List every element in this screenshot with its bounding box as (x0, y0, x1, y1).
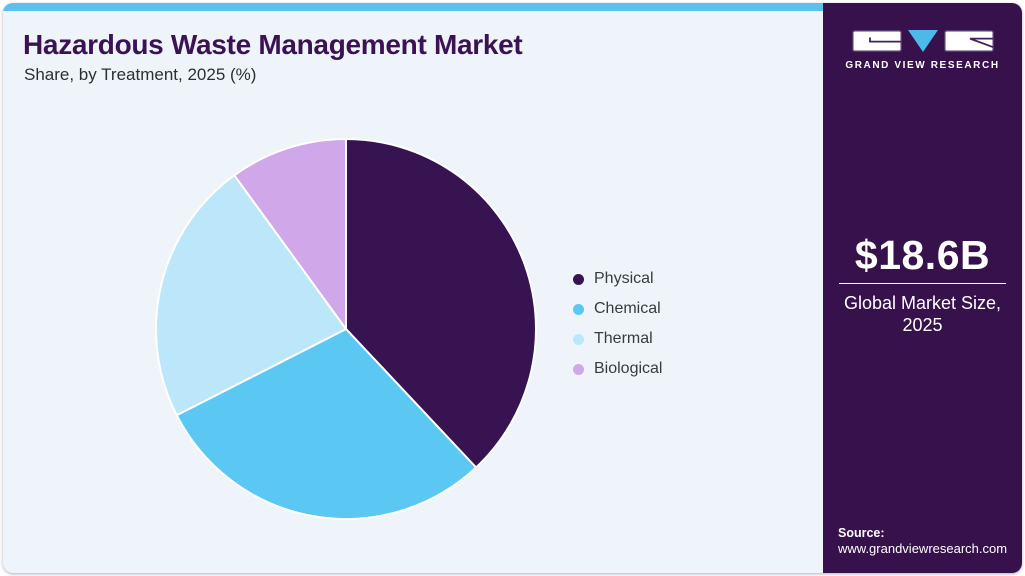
report-card: Hazardous Waste Management Market Share,… (3, 3, 1022, 573)
legend-label: Physical (594, 270, 654, 287)
logo-triangle-icon (907, 30, 938, 52)
market-size-label-line1: Global Market Size, (843, 293, 1002, 313)
legend-item-chemical: Chemical (573, 300, 662, 318)
pie-slice-chemical (175, 328, 478, 520)
legend-item-biological: Biological (573, 360, 662, 378)
gvr-logo-icon (851, 30, 994, 52)
brand-logo: GRAND VIEW RESEARCH (823, 30, 1022, 71)
stat-divider (839, 283, 1006, 284)
page-title: Hazardous Waste Management Market (23, 29, 523, 60)
legend-label: Chemical (594, 300, 661, 317)
pie-slice-biological (233, 138, 347, 330)
legend-item-thermal: Thermal (573, 330, 662, 348)
top-accent-bar (3, 3, 823, 11)
logo-letter-g-icon (851, 30, 902, 52)
market-size-value: $18.6B (854, 232, 991, 278)
legend-item-physical: Physical (573, 270, 662, 288)
chart-legend: Physical Chemical Thermal Biological (573, 270, 662, 378)
market-size-stat: $18.6B Global Market Size, 2025 (837, 233, 1008, 336)
source-block: Source: www.grandviewresearch.com (838, 525, 1007, 557)
legend-swatch-biological (573, 363, 584, 375)
market-size-label-line2: 2025 (902, 315, 943, 335)
pie-chart-container (153, 136, 539, 522)
pie-chart (155, 138, 537, 520)
source-url: www.grandviewresearch.com (838, 541, 1008, 556)
legend-label: Thermal (594, 330, 653, 347)
pie-slice-thermal (155, 174, 347, 417)
brand-name: GRAND VIEW RESEARCH (845, 60, 1000, 71)
legend-swatch-chemical (573, 303, 584, 315)
page-subtitle: Share, by Treatment, 2025 (%) (24, 65, 257, 84)
logo-letter-r-icon (943, 30, 994, 52)
sidebar: GRAND VIEW RESEARCH $18.6B Global Market… (823, 3, 1022, 573)
legend-swatch-thermal (573, 333, 584, 345)
legend-label: Biological (594, 360, 663, 377)
legend-swatch-physical (573, 273, 584, 285)
pie-slice-physical (345, 138, 537, 469)
source-label: Source: (838, 526, 885, 540)
